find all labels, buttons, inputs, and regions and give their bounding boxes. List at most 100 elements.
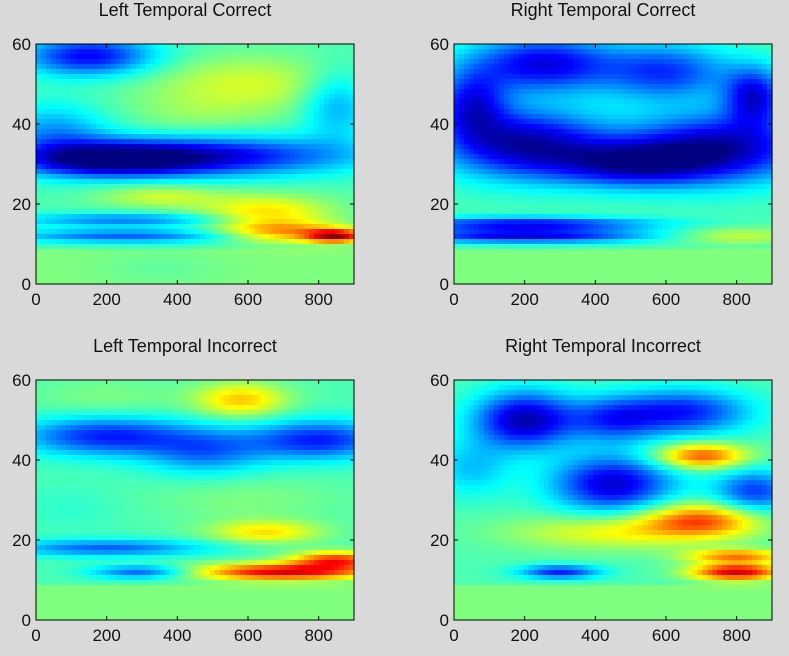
heatmap-cell	[229, 149, 236, 155]
heatmap-cell	[563, 54, 569, 60]
heatmap-cell	[707, 164, 713, 170]
subplot-right-temporal-correct: Right Temporal Correct 0 200 400 600 800 0 20 4…	[418, 0, 788, 320]
heatmap-cell	[115, 214, 122, 220]
heatmap-cell	[329, 199, 335, 205]
heatmap-cell	[209, 114, 216, 120]
heatmap-cell	[304, 89, 310, 95]
heatmap-cell	[95, 124, 102, 130]
heatmap-cell	[185, 54, 191, 60]
heatmap-cell	[90, 229, 97, 235]
heatmap-cell	[563, 99, 569, 105]
heatmap-cell	[304, 229, 310, 235]
heatmap-cell	[234, 179, 241, 185]
heatmap-cell	[65, 194, 72, 200]
heatmap-cell	[742, 174, 748, 180]
heatmap-cell	[75, 164, 82, 170]
heatmap-cell	[334, 229, 340, 235]
heatmap-cell	[339, 104, 345, 110]
heatmap-cell	[324, 79, 330, 85]
heatmap-cell	[682, 69, 689, 75]
heatmap-cell	[199, 184, 206, 190]
heatmap-cell	[274, 144, 281, 150]
heatmap-cell	[195, 89, 201, 95]
heatmap-cell	[463, 44, 470, 50]
heatmap-cell	[598, 89, 604, 95]
heatmap-cell	[299, 264, 305, 270]
heatmap-cell	[752, 144, 758, 150]
heatmap-cell	[458, 104, 465, 110]
heatmap-cell	[135, 114, 141, 120]
heatmap-cell	[224, 64, 231, 70]
heatmap-cell	[603, 169, 609, 175]
heatmap-cell	[543, 164, 550, 170]
heatmap-cell	[324, 109, 330, 115]
heatmap-cell	[642, 84, 649, 90]
heatmap-cell	[503, 109, 510, 115]
heatmap-cell	[712, 119, 718, 125]
heatmap-cell	[45, 104, 52, 110]
heatmap-cell	[199, 199, 206, 205]
heatmap-cell	[50, 269, 57, 275]
heatmap-cell	[593, 179, 599, 185]
heatmap-cell	[309, 59, 315, 65]
heatmap-cell	[662, 169, 669, 175]
heatmap-cell	[185, 164, 191, 170]
heatmap-cell	[65, 249, 72, 255]
heatmap-cell	[204, 254, 211, 260]
heatmap-cell	[289, 94, 295, 100]
heatmap-cell	[105, 129, 112, 135]
heatmap-cell	[289, 164, 295, 170]
heatmap-cell	[130, 259, 136, 265]
heatmap-cell	[100, 139, 107, 145]
heatmap-cell	[65, 209, 72, 215]
heatmap-cell	[458, 159, 465, 165]
heatmap-cell	[324, 184, 330, 190]
heatmap-cell	[175, 94, 181, 100]
heatmap-cell	[36, 254, 42, 260]
heatmap-cell	[155, 224, 161, 230]
heatmap-cell	[463, 149, 470, 155]
heatmap-cell	[483, 144, 490, 150]
heatmap-cell	[120, 234, 127, 240]
heatmap-cell	[105, 249, 112, 255]
heatmap-cell	[264, 44, 271, 50]
heatmap-cell	[284, 259, 291, 265]
heatmap-cell	[160, 274, 166, 280]
heatmap-cell	[493, 114, 500, 120]
heatmap-cell	[185, 199, 191, 205]
heatmap-cell	[130, 199, 136, 205]
heatmap-cell	[493, 89, 500, 95]
heatmap-cell	[269, 214, 276, 220]
heatmap-cell	[538, 114, 545, 120]
heatmap-cell	[289, 124, 295, 130]
heatmap-cell	[115, 119, 122, 125]
heatmap-cell	[757, 99, 763, 105]
heatmap-cell	[573, 64, 579, 70]
heatmap-cell	[185, 219, 191, 225]
heatmap-cell	[319, 279, 325, 285]
heatmap-cell	[304, 79, 310, 85]
heatmap-cell	[234, 44, 241, 50]
heatmap-cell	[90, 164, 97, 170]
heatmap-cell	[36, 189, 42, 195]
heatmap-cell	[309, 174, 315, 180]
heatmap-cell	[249, 49, 256, 55]
heatmap-cell	[339, 74, 345, 80]
heatmap-cell	[249, 149, 256, 155]
heatmap-cell	[75, 69, 82, 75]
heatmap-cell	[573, 99, 579, 105]
heatmap-cell	[204, 144, 211, 150]
heatmap-cell	[548, 124, 554, 130]
heatmap-cell	[284, 49, 291, 55]
heatmap-cell	[613, 69, 619, 75]
heatmap-cell	[662, 134, 669, 140]
heatmap-cell	[214, 84, 221, 90]
heatmap-cell	[160, 64, 166, 70]
heatmap-cell	[190, 139, 196, 145]
heatmap-cell	[334, 154, 340, 160]
heatmap-cell	[528, 99, 535, 105]
heatmap-cell	[339, 194, 345, 200]
heatmap-cell	[334, 199, 340, 205]
heatmap-cell	[40, 54, 47, 60]
heatmap-cell	[632, 89, 639, 95]
